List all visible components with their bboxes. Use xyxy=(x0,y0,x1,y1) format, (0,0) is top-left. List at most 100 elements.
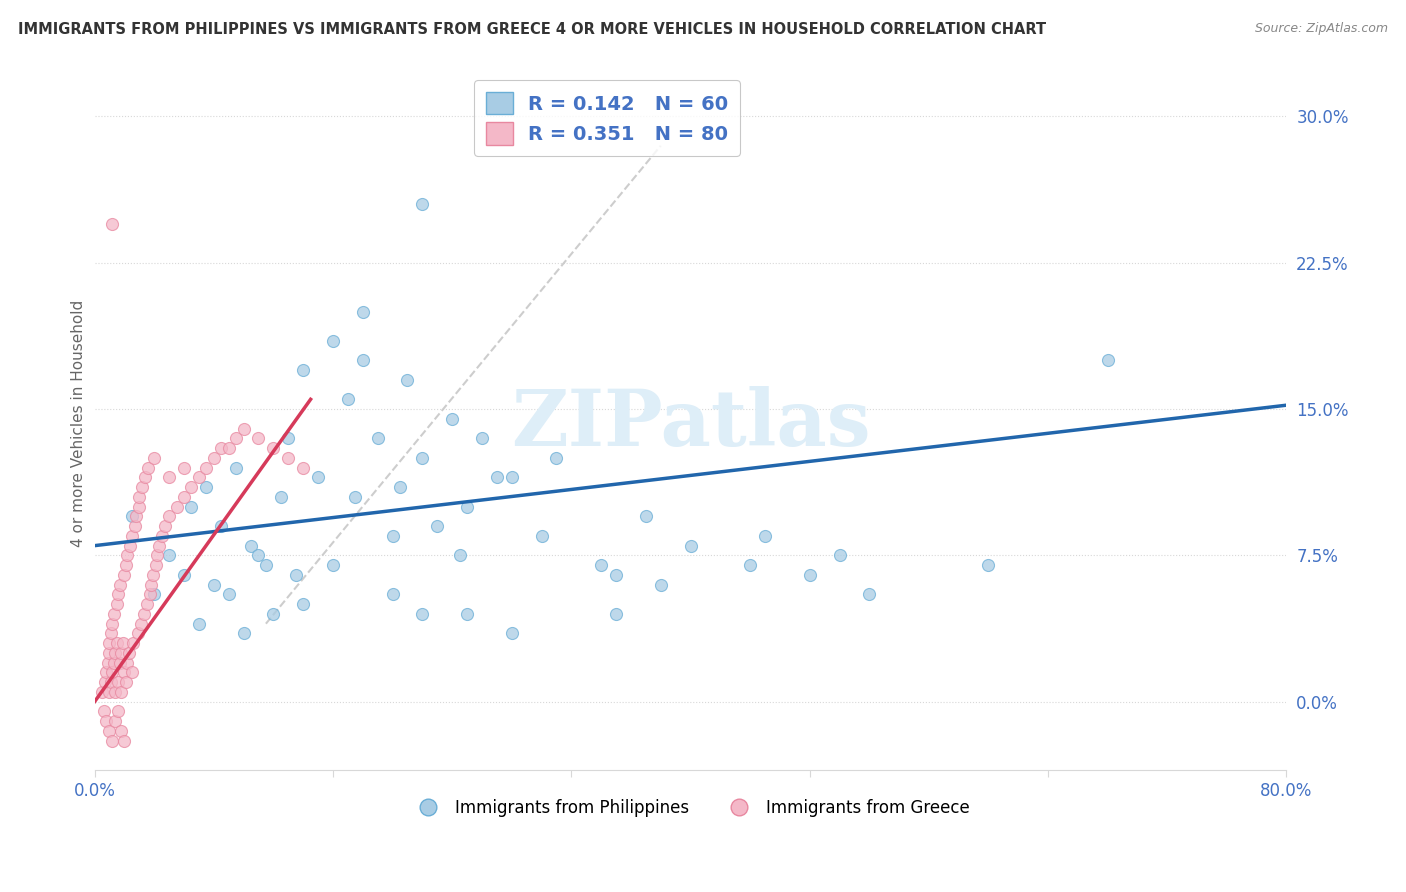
Point xyxy=(501,626,523,640)
Point xyxy=(101,733,124,747)
Point xyxy=(254,558,277,573)
Point xyxy=(240,539,263,553)
Point xyxy=(411,450,433,465)
Point xyxy=(202,450,225,465)
Point xyxy=(107,705,129,719)
Point xyxy=(118,646,141,660)
Point xyxy=(157,509,180,524)
Point xyxy=(98,636,121,650)
Point xyxy=(157,470,180,484)
Point xyxy=(247,549,270,563)
Point xyxy=(135,597,157,611)
Point xyxy=(292,597,315,611)
Point xyxy=(247,431,270,445)
Y-axis label: 4 or more Vehicles in Household: 4 or more Vehicles in Household xyxy=(72,300,86,548)
Point xyxy=(146,549,169,563)
Point xyxy=(456,500,478,514)
Point xyxy=(209,519,232,533)
Point xyxy=(277,450,299,465)
Point xyxy=(209,441,232,455)
Point xyxy=(426,519,449,533)
Point xyxy=(132,607,155,621)
Point xyxy=(187,616,209,631)
Point xyxy=(292,363,315,377)
Point xyxy=(100,626,122,640)
Point xyxy=(125,509,148,524)
Point xyxy=(411,607,433,621)
Point xyxy=(107,675,129,690)
Point xyxy=(262,607,284,621)
Point xyxy=(111,636,134,650)
Point xyxy=(799,568,821,582)
Point xyxy=(828,549,851,563)
Point xyxy=(97,656,120,670)
Point xyxy=(381,529,404,543)
Point xyxy=(591,558,613,573)
Legend: Immigrants from Philippines, Immigrants from Greece: Immigrants from Philippines, Immigrants … xyxy=(405,793,976,824)
Point xyxy=(108,577,131,591)
Point xyxy=(117,656,139,670)
Point xyxy=(101,217,124,231)
Text: ZIPatlas: ZIPatlas xyxy=(510,385,870,462)
Point xyxy=(104,714,127,729)
Point xyxy=(449,549,471,563)
Point xyxy=(115,558,138,573)
Point xyxy=(94,675,117,690)
Point xyxy=(153,519,176,533)
Point xyxy=(740,558,762,573)
Point xyxy=(91,685,114,699)
Point xyxy=(121,529,143,543)
Point xyxy=(262,441,284,455)
Point xyxy=(105,636,128,650)
Point xyxy=(218,587,240,601)
Point xyxy=(143,587,166,601)
Point xyxy=(977,558,1000,573)
Point xyxy=(180,500,202,514)
Point xyxy=(104,685,127,699)
Point xyxy=(122,636,145,650)
Point xyxy=(110,685,132,699)
Point xyxy=(98,646,121,660)
Point xyxy=(112,665,135,680)
Point xyxy=(180,480,202,494)
Point xyxy=(173,568,195,582)
Point xyxy=(121,509,143,524)
Point xyxy=(679,539,702,553)
Point xyxy=(307,470,329,484)
Point xyxy=(110,646,132,660)
Point xyxy=(1097,353,1119,368)
Point xyxy=(634,509,657,524)
Point xyxy=(754,529,776,543)
Point xyxy=(367,431,389,445)
Text: Source: ZipAtlas.com: Source: ZipAtlas.com xyxy=(1254,22,1388,36)
Point xyxy=(145,558,167,573)
Point xyxy=(292,460,315,475)
Point xyxy=(336,392,359,407)
Point xyxy=(134,470,156,484)
Point xyxy=(166,500,188,514)
Point xyxy=(128,490,150,504)
Point xyxy=(411,197,433,211)
Point xyxy=(104,646,127,660)
Point xyxy=(136,460,159,475)
Point xyxy=(141,577,163,591)
Point xyxy=(202,577,225,591)
Point xyxy=(115,675,138,690)
Point xyxy=(128,500,150,514)
Point xyxy=(195,480,218,494)
Point xyxy=(381,587,404,601)
Point xyxy=(98,723,121,738)
Point xyxy=(605,607,627,621)
Point xyxy=(270,490,292,504)
Point xyxy=(396,373,419,387)
Point xyxy=(131,480,153,494)
Point xyxy=(218,441,240,455)
Point xyxy=(103,607,125,621)
Point xyxy=(456,607,478,621)
Point xyxy=(124,519,146,533)
Point xyxy=(101,616,124,631)
Point xyxy=(108,656,131,670)
Point xyxy=(101,665,124,680)
Point xyxy=(232,626,254,640)
Point xyxy=(142,568,165,582)
